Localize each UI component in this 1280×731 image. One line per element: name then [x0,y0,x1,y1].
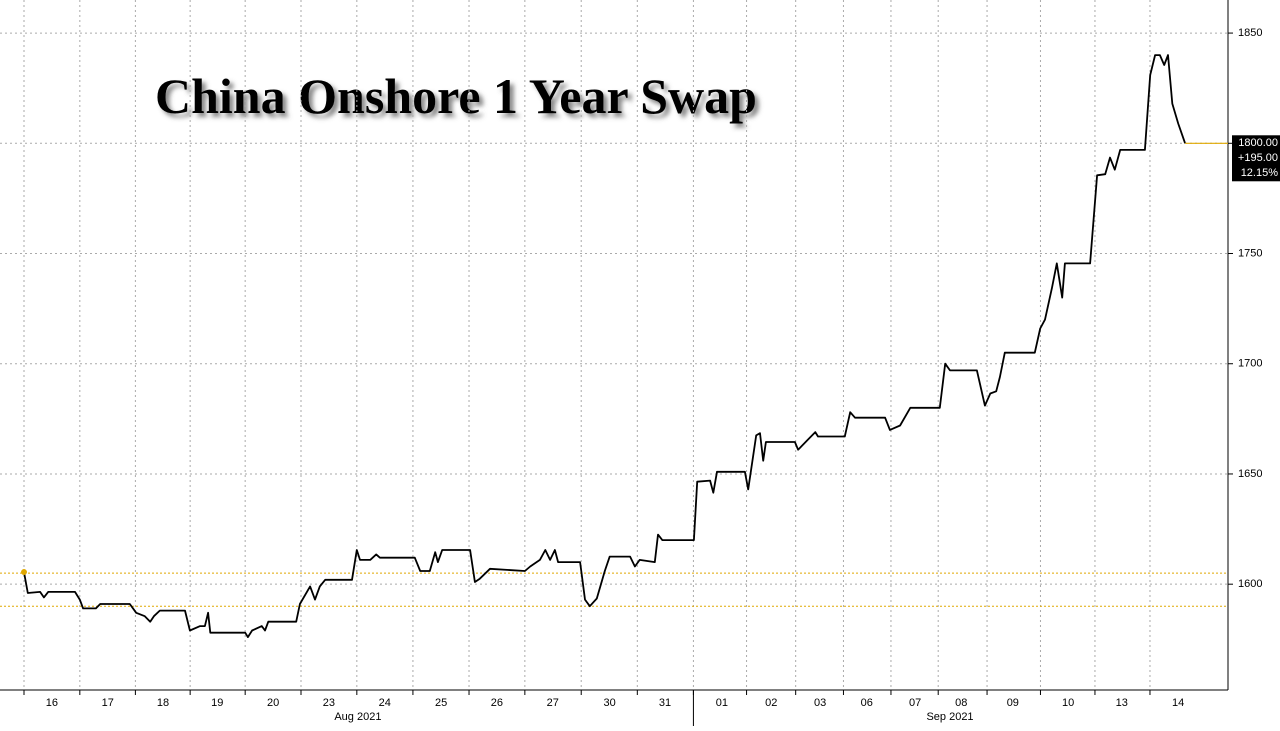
x-tick-label: 18 [157,697,169,709]
x-tick-label: 03 [814,697,826,709]
line-series [23,54,1186,638]
x-month-label: Sep 2021 [926,711,973,723]
x-tick-label: 02 [765,697,777,709]
x-tick-label: 01 [716,697,728,709]
y-tick-label: 1750 [1238,247,1262,259]
start-point [21,569,27,576]
x-month-label: Aug 2021 [334,711,381,723]
x-tick-label: 19 [211,697,223,709]
y-tick-label: 1700 [1238,358,1262,370]
x-tick-label: 13 [1116,697,1128,709]
y-tick-label: 1600 [1238,578,1262,590]
change-pct-label: 12.15% [1241,167,1279,179]
y-tick-label: 1850 [1238,27,1262,39]
last-price-box [1232,135,1280,182]
x-tick-label: 17 [102,697,114,709]
x-tick-label: 27 [547,697,559,709]
x-tick-label: 23 [323,697,335,709]
x-tick-label: 30 [604,697,616,709]
x-tick-label: 20 [267,697,279,709]
change-label: +195.00 [1238,152,1278,164]
x-tick-label: 09 [1007,697,1019,709]
x-tick-label: 31 [659,697,671,709]
x-tick-label: 06 [861,697,873,709]
x-tick-label: 10 [1062,697,1074,709]
x-tick-label: 24 [379,697,391,709]
x-tick-label: 14 [1172,697,1184,709]
x-tick-label: 25 [435,697,447,709]
x-tick-label: 08 [955,697,967,709]
y-tick-label: 1650 [1238,468,1262,480]
x-tick-label: 16 [46,697,58,709]
x-tick-label: 07 [909,697,921,709]
chart-title: China Onshore 1 Year Swap [155,68,757,124]
last-price-label: 1800.00 [1238,137,1278,149]
x-tick-label: 26 [491,697,503,709]
